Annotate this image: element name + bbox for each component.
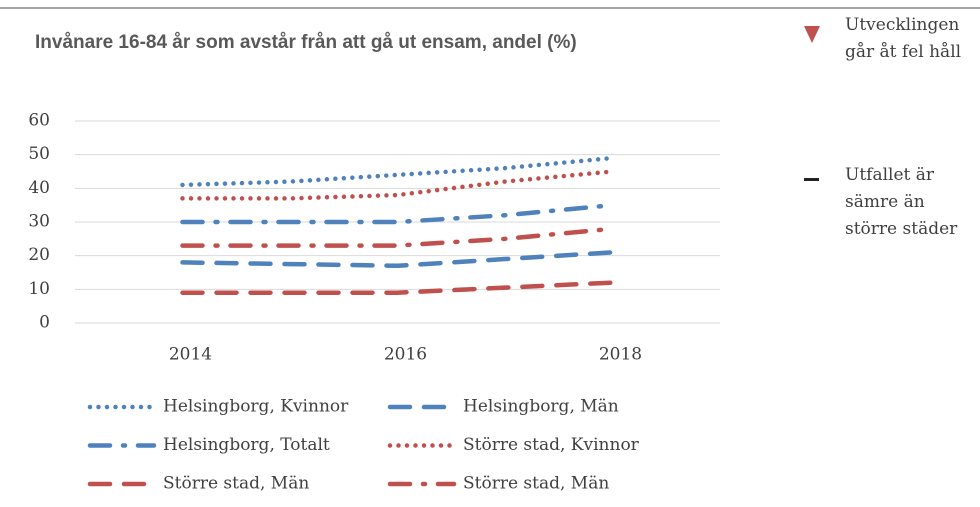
series-line xyxy=(180,280,615,295)
legend-label: Större stad, Män xyxy=(163,474,309,494)
chart-title: Invånare 16-84 år som avstår från att gå… xyxy=(35,32,577,53)
legend-label: Helsingborg, Män xyxy=(463,397,619,417)
series-line xyxy=(180,202,615,225)
legend-label: Helsingborg, Totalt xyxy=(163,435,330,455)
x-tick-label: 2018 xyxy=(599,345,642,365)
y-tick-label: 20 xyxy=(28,245,50,265)
dash-icon xyxy=(804,178,819,181)
series-line xyxy=(180,155,615,188)
legend-label: Större stad, Män xyxy=(463,474,609,494)
y-tick-label: 30 xyxy=(28,212,50,232)
series-line xyxy=(180,250,615,269)
legend-label: Helsingborg, Kvinnor xyxy=(163,397,349,417)
y-tick-label: 50 xyxy=(28,144,50,164)
series-line xyxy=(180,226,615,248)
annotation: Utfallet är sämre än större städer xyxy=(845,165,958,239)
triangle-icon xyxy=(804,26,820,43)
y-tick-label: 60 xyxy=(28,111,50,131)
y-tick-label: 10 xyxy=(28,279,50,299)
y-tick-label: 40 xyxy=(28,178,50,198)
annotation: Utvecklingen går åt fel håll xyxy=(845,15,962,62)
legend-label: Större stad, Kvinnor xyxy=(463,435,640,455)
series-line xyxy=(180,169,615,201)
y-tick-label: 0 xyxy=(39,313,50,333)
x-tick-label: 2016 xyxy=(384,345,427,365)
x-tick-label: 2014 xyxy=(169,345,212,365)
